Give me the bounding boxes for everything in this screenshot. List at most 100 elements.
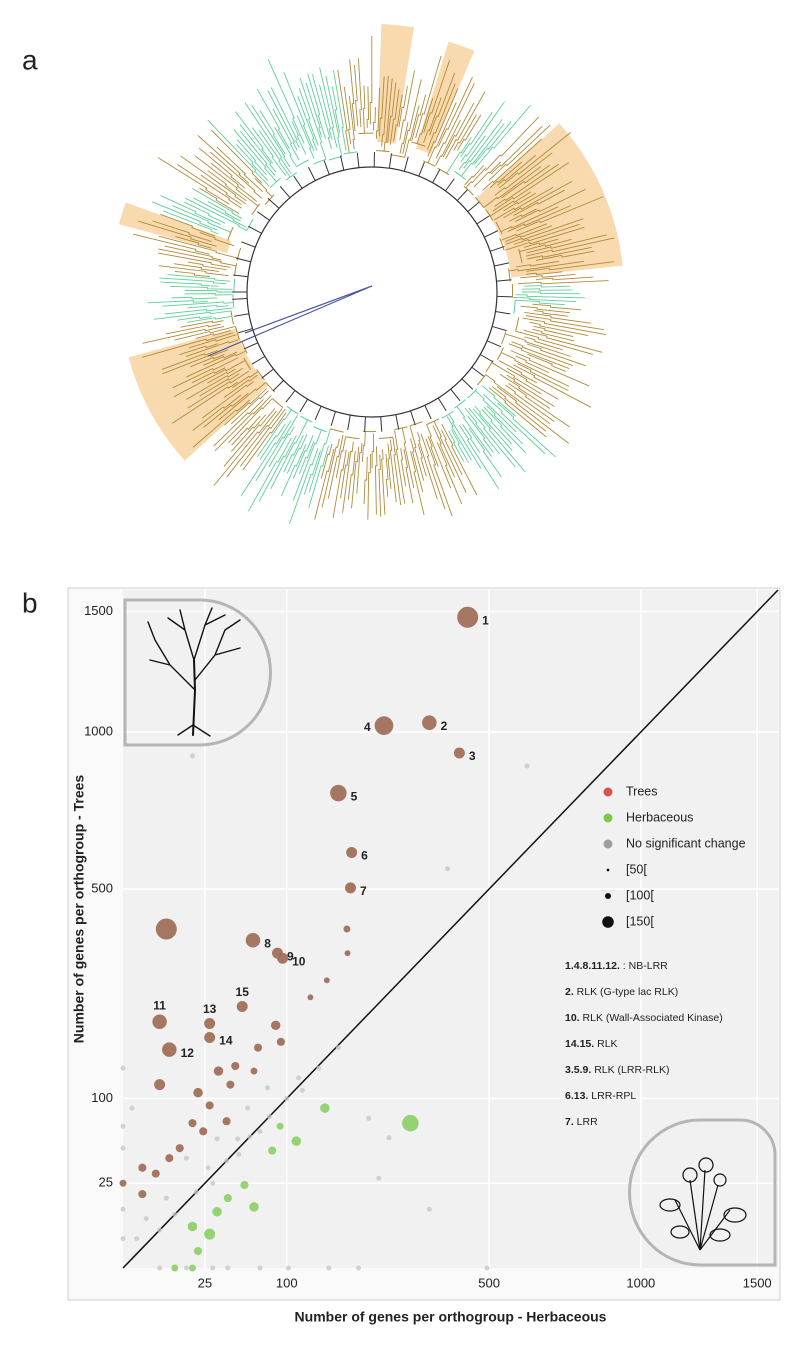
branch (239, 130, 276, 176)
branch (199, 187, 240, 214)
internal-branch (285, 390, 296, 403)
panel-label: a (22, 44, 38, 75)
branch (399, 122, 409, 154)
branch (366, 86, 370, 128)
point (296, 1075, 302, 1081)
branch (133, 233, 210, 255)
branch (483, 406, 526, 453)
branch (508, 260, 585, 272)
point (204, 1018, 216, 1030)
branch (435, 119, 461, 166)
branch (463, 119, 503, 169)
branch (387, 443, 392, 489)
point (138, 1163, 147, 1172)
key-entry: 10. RLK (Wall-Associated Kinase) (565, 1012, 723, 1024)
branch (177, 316, 212, 321)
point (235, 1136, 241, 1142)
branch (389, 89, 400, 145)
internal-branch (234, 313, 249, 317)
branch (251, 104, 291, 167)
branch (450, 429, 469, 463)
clade-arc (232, 294, 235, 308)
branch (200, 174, 242, 205)
point (120, 1236, 126, 1242)
clade-arc (300, 415, 313, 423)
branch (458, 135, 486, 171)
internal-branch (437, 397, 447, 411)
point (277, 952, 289, 964)
branch (216, 146, 264, 193)
branch (164, 245, 222, 261)
herb-icon (659, 1157, 747, 1251)
branch (173, 263, 219, 272)
branch (503, 180, 573, 219)
internal-branch (243, 342, 259, 350)
branch (378, 454, 382, 517)
branch (400, 448, 407, 487)
clade-arc (343, 151, 358, 155)
legend-marker (603, 787, 613, 797)
point (320, 1103, 330, 1113)
branch (244, 102, 292, 174)
point-label: 14 (219, 1034, 233, 1048)
branch (381, 449, 386, 515)
branch (515, 294, 586, 299)
branch (472, 408, 526, 473)
clade-arc (441, 410, 454, 419)
key-ids: 2. (565, 986, 574, 998)
branch (410, 450, 425, 515)
point (245, 932, 261, 948)
branch (490, 125, 543, 175)
point (402, 1114, 419, 1132)
branch (525, 315, 605, 331)
internal-branch (403, 156, 409, 172)
point (165, 1154, 174, 1163)
point (138, 1190, 147, 1199)
branch (185, 350, 247, 378)
point (257, 1265, 263, 1271)
clade-arc (426, 418, 440, 426)
outgroup (207, 285, 373, 357)
branch (500, 206, 559, 233)
clade-arc (467, 388, 478, 399)
branch (489, 191, 532, 217)
branch (499, 373, 551, 409)
branch (240, 420, 292, 496)
branch (303, 450, 321, 495)
branch (536, 250, 595, 261)
branch (500, 223, 547, 241)
branch (373, 106, 376, 131)
clade-arc (515, 317, 520, 332)
point-label: 15 (236, 985, 250, 999)
branch (305, 82, 323, 138)
point (213, 1066, 224, 1076)
branch (256, 409, 292, 457)
branch (367, 454, 371, 520)
point (171, 1264, 179, 1272)
branch (533, 310, 569, 317)
point (335, 1045, 341, 1051)
clade-arc (513, 300, 516, 314)
internal-branch (279, 186, 291, 198)
size-legend-marker (606, 868, 610, 872)
point (205, 1165, 211, 1171)
branch (429, 72, 456, 136)
clade-arc (233, 263, 238, 277)
point (524, 763, 530, 769)
branch (392, 437, 402, 506)
point (374, 716, 394, 735)
branch (349, 59, 356, 132)
point (120, 1123, 126, 1129)
point (199, 1127, 208, 1136)
internal-branch (293, 175, 303, 189)
branch (378, 76, 385, 137)
point (175, 1144, 184, 1153)
branch (526, 261, 614, 272)
clade-arc (234, 326, 240, 340)
clade-arc (495, 221, 503, 235)
point (187, 1221, 198, 1232)
branch (459, 424, 500, 490)
branch (298, 88, 319, 146)
internal-branch (380, 416, 383, 432)
